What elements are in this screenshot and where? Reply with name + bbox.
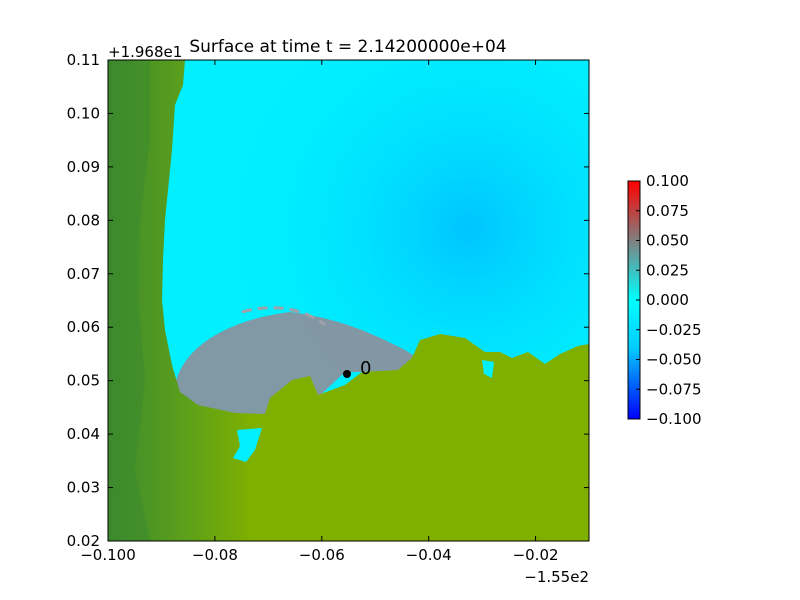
x-tick-label: −0.04 <box>406 546 452 564</box>
gauge-label: 0 <box>360 358 371 379</box>
inlet <box>482 360 494 378</box>
y-tick-label: 0.04 <box>67 425 100 443</box>
y-tick-label: 0.05 <box>67 372 100 390</box>
y-offset-label: +1.968e1 <box>108 43 182 61</box>
x-tick-label: −0.100 <box>80 546 136 564</box>
colorbar-tick-label: 0.025 <box>646 261 689 279</box>
x-tick-label: −0.08 <box>192 546 238 564</box>
ridge-shade <box>108 60 150 541</box>
gauge-marker <box>343 370 351 378</box>
wave-region <box>175 312 420 415</box>
x-tick-label: −0.06 <box>299 546 345 564</box>
colorbar-tick-label: 0.075 <box>646 202 689 220</box>
x-tick-label: −0.02 <box>513 546 559 564</box>
y-tick-label: 0.03 <box>67 479 100 497</box>
colorbar-tick-label: 0.050 <box>646 232 689 250</box>
wave-crest <box>241 306 326 327</box>
colorbar-tick-label: −0.050 <box>646 351 702 369</box>
y-tick-label: 0.07 <box>67 265 100 283</box>
colorbar: 0.100 0.075 0.050 0.025 0.000 −0.025 −0.050 −0.… <box>627 172 702 428</box>
colorbar-tick-label: 0.100 <box>646 172 689 190</box>
y-tick-label: 0.02 <box>67 532 100 550</box>
y-tick-label: 0.10 <box>67 104 100 122</box>
colorbar-tick-label: −0.025 <box>646 321 702 339</box>
chart-title: Surface at time t = 2.14200000e+04 <box>189 37 506 57</box>
lagoon <box>233 428 262 462</box>
y-tick-label: 0.09 <box>67 158 100 176</box>
x-offset-label: −1.55e2 <box>524 568 589 586</box>
plot-area: 0 <box>108 60 589 541</box>
y-tick-label: 0.11 <box>67 51 100 69</box>
colorbar-tick-label: 0.000 <box>646 291 689 309</box>
y-axis: 0.02 0.03 0.04 0.05 0.06 0.07 0.08 0.09 0.10 0.11 <box>67 51 589 550</box>
colorbar-tick-label: −0.100 <box>646 410 702 428</box>
colorbar-tick-label: −0.075 <box>646 380 702 398</box>
y-tick-label: 0.06 <box>67 318 100 336</box>
land-mainland <box>108 60 589 541</box>
y-tick-label: 0.08 <box>67 211 100 229</box>
plot-frame <box>107 59 590 542</box>
colorbar-ticks: 0.100 0.075 0.050 0.025 0.000 −0.025 −0.050 −0.… <box>636 172 702 428</box>
x-axis: −0.100 −0.08 −0.06 −0.04 −0.02 <box>80 60 559 564</box>
